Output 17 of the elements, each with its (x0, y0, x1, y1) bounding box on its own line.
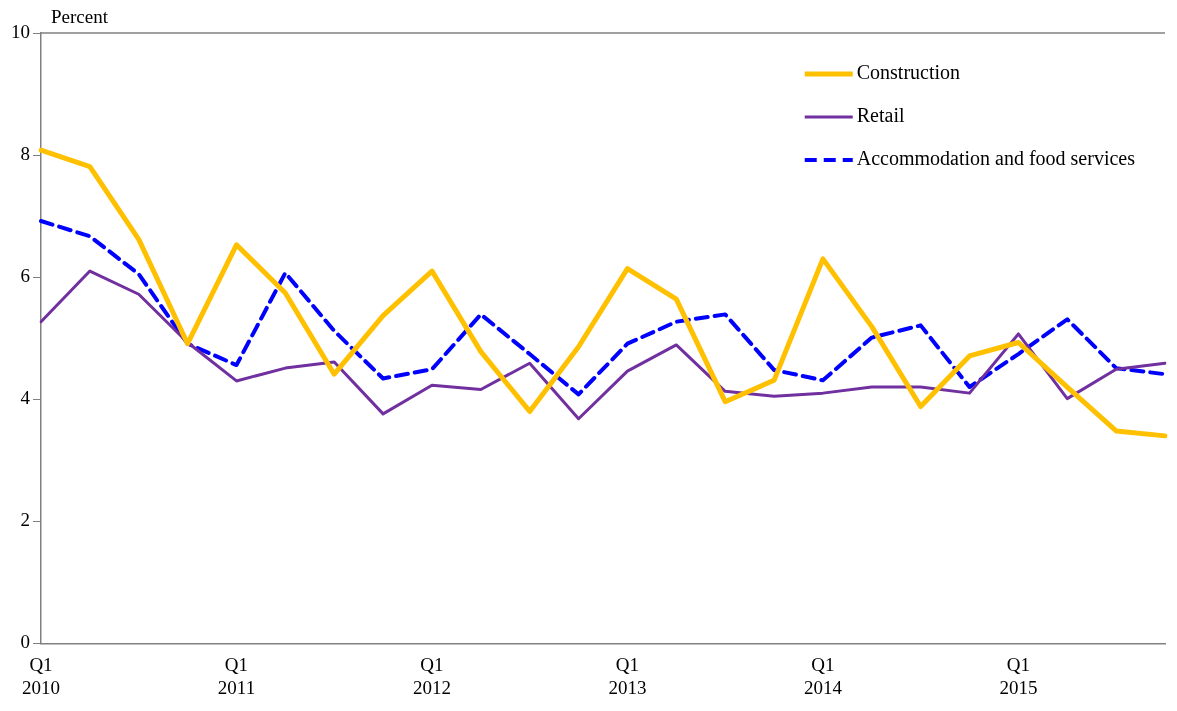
legend-label: Retail (856, 104, 905, 127)
x-tick-label: Q1 2013 (608, 653, 647, 698)
legend-label: Construction (856, 61, 961, 84)
x-tick-label: Q1 2012 (412, 653, 451, 698)
y-tick-label: 4 (20, 387, 31, 409)
y-tick-label: 8 (20, 143, 30, 165)
y-tick-label: 10 (11, 20, 30, 42)
x-tick-label: Q1 2010 (22, 653, 60, 698)
line-series (39, 219, 1167, 397)
x-tick-label: Q1 2014 (803, 653, 843, 698)
y-tick-label: 0 (20, 631, 30, 653)
legend-label: Accommodation and food services (856, 147, 1136, 170)
x-tick-label: Q1 2011 (217, 653, 256, 698)
y-axis-title: Percent (51, 6, 109, 28)
x-tick-label: Q1 2015 (999, 653, 1038, 698)
y-tick-label: 2 (20, 509, 30, 531)
y-tick-label: 6 (20, 265, 30, 287)
